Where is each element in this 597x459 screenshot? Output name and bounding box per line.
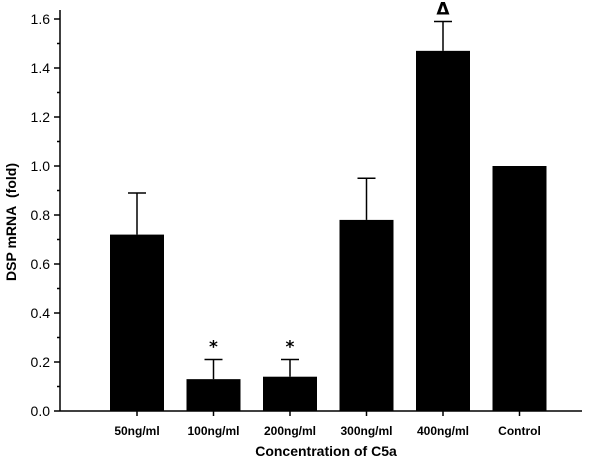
y-tick-label: 1.2 bbox=[31, 109, 51, 125]
bar bbox=[186, 379, 241, 411]
y-axis-title: DSP mRNA (fold) bbox=[3, 163, 19, 281]
x-tick-label: 100ng/ml bbox=[187, 424, 239, 438]
significance-marker: * bbox=[209, 338, 218, 358]
plot-area: 0.0 0.2 0.4 0.6 0.8 1.0 1.2 1.4 1.6 * * Δ 50ng/ml 1… bbox=[31, 0, 582, 438]
bar bbox=[339, 219, 394, 411]
x-axis-tick-labels: 50ng/ml 100ng/ml 200ng/ml 300ng/ml 400ng/ml C… bbox=[114, 411, 541, 438]
y-tick-label: 0.4 bbox=[31, 305, 51, 321]
y-tick-label: 0.0 bbox=[31, 403, 51, 419]
x-tick-label: 400ng/ml bbox=[417, 424, 469, 438]
x-tick-label: 50ng/ml bbox=[114, 424, 159, 438]
x-tick-label: Control bbox=[498, 424, 541, 438]
y-tick-label: 0.6 bbox=[31, 256, 51, 272]
significance-marker: Δ bbox=[436, 0, 450, 19]
x-axis-title: Concentration of C5a bbox=[255, 443, 397, 459]
y-tick-label: 0.2 bbox=[31, 354, 51, 370]
bar bbox=[492, 166, 547, 411]
bar bbox=[110, 234, 164, 411]
x-tick-label: 300ng/ml bbox=[340, 424, 392, 438]
y-tick-label: 0.8 bbox=[31, 207, 51, 223]
y-tick-label: 1.4 bbox=[31, 60, 51, 76]
bar bbox=[416, 50, 470, 411]
x-tick-label: 200ng/ml bbox=[264, 424, 316, 438]
y-tick-label: 1.6 bbox=[31, 11, 51, 27]
significance-marker: * bbox=[286, 338, 295, 358]
bar bbox=[263, 376, 317, 411]
bars: * * Δ bbox=[110, 0, 547, 411]
y-axis-ticks: 0.0 0.2 0.4 0.6 0.8 1.0 1.2 1.4 1.6 bbox=[31, 11, 60, 419]
y-tick-label: 1.0 bbox=[31, 158, 51, 174]
